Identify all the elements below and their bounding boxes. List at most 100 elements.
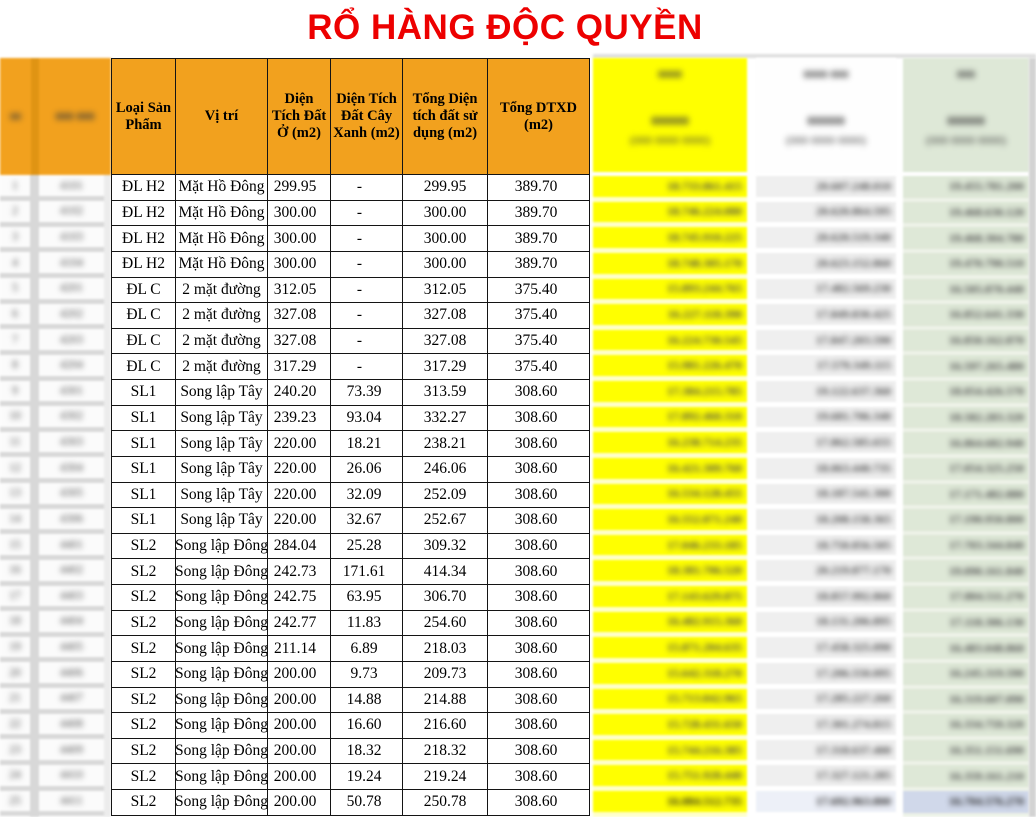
table-cell[interactable]: Song lập Tây [176,508,268,534]
table-cell[interactable]: 284.04 [268,533,331,560]
table-cell[interactable]: 308.60 [488,687,590,714]
table-cell[interactable]: 308.60 [488,482,590,509]
table-cell[interactable]: ĐL C [112,354,176,380]
table-cell[interactable]: SL2 [112,585,176,611]
redacted-cell[interactable]: 17.118.306.130 [903,611,1029,638]
table-cell[interactable]: SL2 [112,790,176,816]
table-cell[interactable]: 2 mặt đường [176,303,268,329]
redacted-cell[interactable]: 18.746.224.080 [593,201,747,228]
redacted-cell[interactable]: 17.285.227.260 [756,688,896,715]
redacted-cell[interactable]: 14 [0,508,30,535]
table-cell[interactable]: 220.00 [268,431,331,457]
table-cell[interactable]: 389.70 [488,226,590,252]
table-cell[interactable]: Mặt Hồ Đông [176,251,268,278]
table-cell[interactable]: 200.00 [268,713,331,739]
table-cell[interactable]: 242.77 [268,610,331,637]
redacted-cell[interactable]: 15.744.216.385 [593,739,747,766]
table-cell[interactable]: 309.32 [403,533,488,560]
table-cell[interactable]: 14.88 [331,687,403,714]
column-header-green-area[interactable]: Diện Tích Đất Cây Xanh (m2) [331,59,403,175]
redacted-cell[interactable]: 15.893.244.765 [593,278,747,305]
redacted-cell[interactable]: 4406 [39,662,104,688]
redacted-cell[interactable]: 4103 [39,226,104,253]
redacted-cell[interactable]: 16.482.915.360 [593,611,747,638]
table-cell[interactable]: Song lập Đông [175,533,268,560]
column-header-total-land-area[interactable]: Tổng Diện tích đất sử dụng (m2) [403,59,488,175]
table-cell[interactable]: 308.60 [488,636,590,662]
redacted-cell[interactable]: 2 [0,201,30,227]
redacted-cell[interactable]: 22 [0,713,30,740]
redacted-cell[interactable]: 9 [0,380,30,407]
redacted-cell[interactable]: 18.745.910.225 [593,227,747,253]
table-cell[interactable]: 19.24 [331,764,403,790]
table-cell[interactable]: 220.00 [268,456,331,483]
table-cell[interactable]: - [331,251,403,278]
redacted-cell[interactable]: 20.607.248.010 [756,176,896,202]
table-cell[interactable]: Song lập Tây [176,456,268,483]
table-cell[interactable]: 375.40 [488,303,590,329]
redacted-cell[interactable]: 11 [0,431,30,458]
table-cell[interactable]: 9.73 [331,661,403,688]
table-cell[interactable]: 6.89 [331,636,403,662]
table-cell[interactable]: 246.06 [403,456,488,483]
redacted-cell[interactable]: 17.862.585.655 [756,432,896,458]
redacted-cell[interactable]: 18 [0,611,30,637]
table-cell[interactable]: 312.05 [268,277,331,304]
table-cell[interactable]: 93.04 [331,405,403,432]
table-cell[interactable]: 219.24 [403,764,488,790]
table-cell[interactable]: Song lập Đông [175,636,268,662]
redacted-cell[interactable]: 16 [0,559,30,586]
redacted-cell[interactable]: 17.384.215.785 [593,381,747,407]
table-cell[interactable]: 11.83 [331,610,403,637]
redacted-cell[interactable]: 16.227.118.390 [593,304,747,330]
table-cell[interactable]: SL2 [112,636,176,662]
table-cell[interactable]: Song lập Đông [175,764,268,790]
redacted-cell[interactable]: 4102 [39,201,104,227]
table-cell[interactable]: 300.00 [268,200,331,227]
redacted-cell[interactable]: 4101 [39,175,104,202]
redacted-cell[interactable]: 18.381.706.520 [593,560,747,586]
redacted-cell[interactable]: 17.703.344.840 [903,534,1029,561]
table-cell[interactable]: 308.60 [488,405,590,432]
redacted-cell[interactable]: 19.455.781.200 [903,176,1029,202]
redacted-cell[interactable]: 18.131.206.895 [756,611,896,638]
table-cell[interactable]: 239.23 [268,405,331,432]
table-cell[interactable]: 327.08 [403,328,488,355]
table-cell[interactable]: ĐL H2 [112,200,176,227]
table-cell[interactable]: 327.08 [268,303,331,329]
redacted-cell[interactable]: 18.582.283.320 [903,406,1029,433]
table-cell[interactable]: 317.29 [268,354,331,380]
table-cell[interactable]: Song lập Tây [176,380,268,406]
redacted-cell[interactable]: 19.090.161.840 [903,560,1029,586]
table-cell[interactable]: Mặt Hồ Đông [176,175,268,201]
table-cell[interactable]: 200.00 [268,687,331,714]
redacted-cell[interactable]: 4301 [39,380,104,407]
redacted-cell[interactable]: 4104 [39,252,104,278]
redacted-cell[interactable]: 15.751.928.440 [593,765,747,791]
redacted-cell[interactable]: 17.171.482.880 [903,483,1029,510]
table-cell[interactable]: 18.32 [331,738,403,765]
table-cell[interactable]: 254.60 [403,610,488,637]
table-cell[interactable]: ĐL C [112,277,176,304]
redacted-cell[interactable]: 17 [0,585,30,612]
table-cell[interactable]: 242.73 [268,559,331,585]
table-cell[interactable]: 32.09 [331,482,403,509]
redacted-cell[interactable]: 16.245.319.590 [903,662,1029,689]
table-cell[interactable]: SL1 [112,431,176,457]
table-cell[interactable]: 299.95 [268,175,331,201]
table-cell[interactable]: 308.60 [488,533,590,560]
table-cell[interactable]: 220.00 [268,482,331,509]
table-cell[interactable]: 209.73 [403,661,488,688]
redacted-cell[interactable]: 16.351.151.690 [903,739,1029,766]
table-cell[interactable]: 300.00 [268,226,331,252]
redacted-cell[interactable]: 23 [0,739,30,765]
redacted-cell[interactable]: 20.620.519.340 [756,227,896,253]
redacted-cell[interactable]: 16.359.161.210 [903,765,1029,791]
redacted-cell[interactable]: 24 [0,764,30,791]
redacted-cell[interactable]: 18.857.992.860 [756,586,896,612]
table-cell[interactable]: 238.21 [403,431,488,457]
table-cell[interactable]: 2 mặt đường [176,354,268,380]
column-header-product-type[interactable]: Loại Sản Phẩm [112,59,176,175]
redacted-cell[interactable]: 4408 [39,713,104,740]
table-cell[interactable]: 308.60 [488,661,590,688]
